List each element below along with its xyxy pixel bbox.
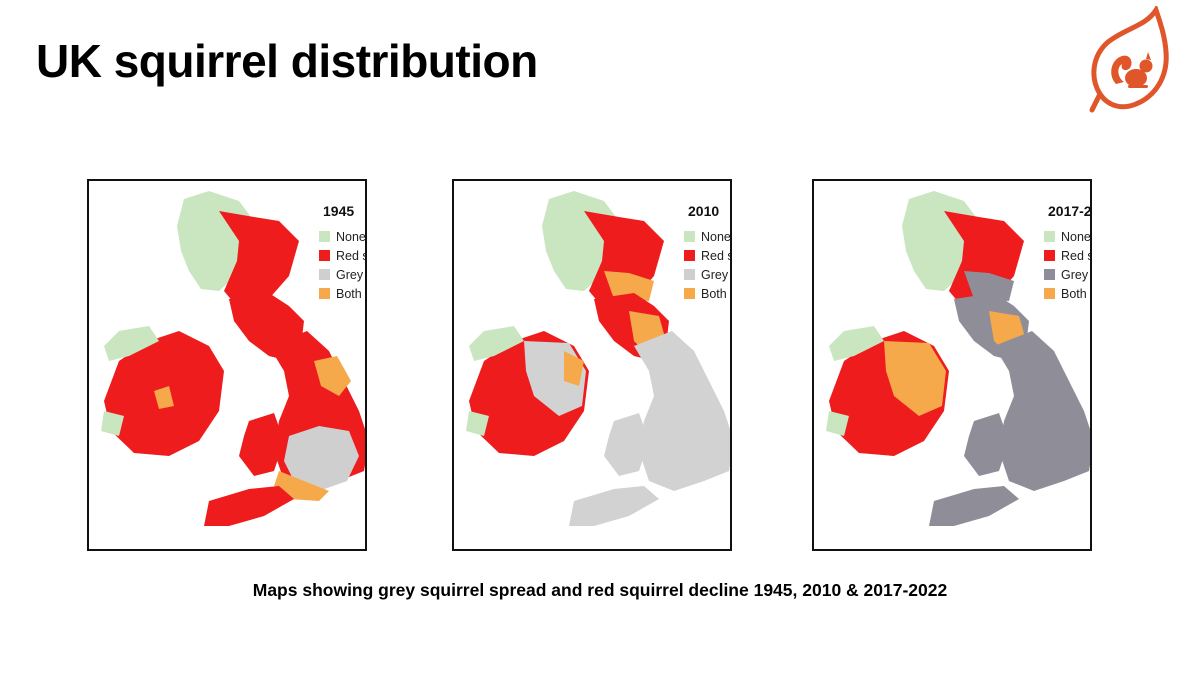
legend-year: 1945 — [323, 203, 355, 219]
legend: 1945 None Red squirrel Grey squirrel Bot… — [319, 203, 365, 303]
legend-item-both: Both — [319, 284, 365, 303]
slide-title: UK squirrel distribution — [36, 35, 538, 87]
legend-item-none: None — [1044, 227, 1090, 246]
legend-item-none: None — [319, 227, 365, 246]
map-panel-2010: 2010 None Red squirrel Grey squirrel Bot… — [452, 179, 732, 551]
legend-item-grey: Grey squirrel — [1044, 265, 1090, 284]
legend-year: 2010 — [688, 203, 720, 219]
leaf-icon — [1091, 6, 1169, 110]
legend: 2017-22 None Red squirrel Grey squirrel … — [1044, 203, 1092, 303]
map-panel-2017-22: 2017-22 None Red squirrel Grey squirrel … — [812, 179, 1092, 551]
legend-item-grey: Grey squirrel — [684, 265, 730, 284]
legend-item-both: Both — [684, 284, 730, 303]
uk-map-1945 — [101, 191, 365, 526]
uk-map-2010 — [466, 191, 730, 526]
uk-map-2017-22 — [826, 191, 1090, 526]
map-panel-1945: 1945 None Red squirrel Grey squirrel Bot… — [87, 179, 367, 551]
legend-item-none: None — [684, 227, 730, 246]
legend-item-red: Red squirrel — [684, 246, 730, 265]
legend-item-red: Red squirrel — [1044, 246, 1090, 265]
legend-item-both: Both — [1044, 284, 1090, 303]
legend-item-grey: Grey squirrel — [319, 265, 365, 284]
legend-item-red: Red squirrel — [319, 246, 365, 265]
squirrel-icon — [1111, 52, 1153, 88]
legend-year: 2017-22 — [1048, 203, 1092, 219]
legend: 2010 None Red squirrel Grey squirrel Bot… — [684, 203, 730, 303]
squirrel-leaf-logo — [1089, 6, 1169, 113]
slide-caption: Maps showing grey squirrel spread and re… — [252, 580, 948, 600]
